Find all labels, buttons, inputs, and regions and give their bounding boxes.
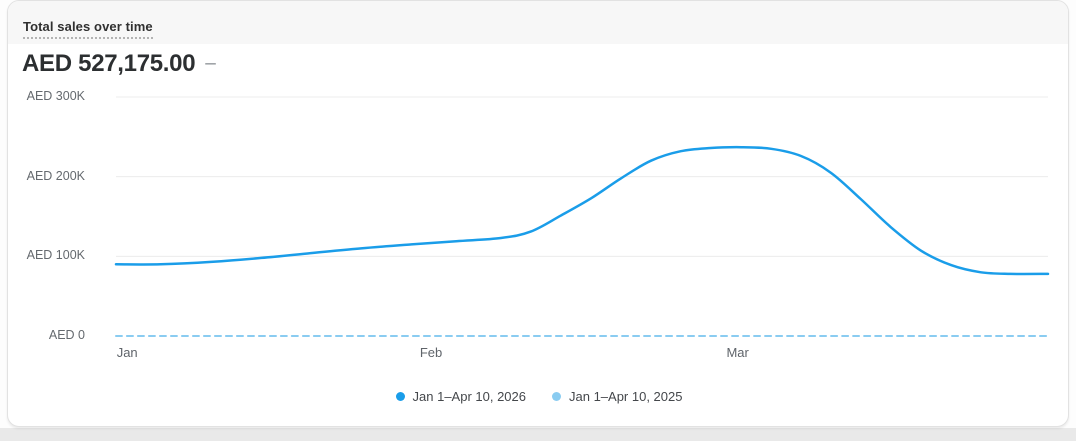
legend-item-2026[interactable]: Jan 1–Apr 10, 2026 bbox=[395, 389, 526, 404]
chart-legend: Jan 1–Apr 10, 2026 Jan 1–Apr 10, 2025 bbox=[8, 389, 1070, 404]
legend-label-2026: Jan 1–Apr 10, 2026 bbox=[412, 389, 526, 404]
legend-dot-2025-icon bbox=[552, 392, 561, 401]
y-axis-label: AED 300K bbox=[26, 89, 85, 103]
x-axis-label: Jan bbox=[116, 345, 138, 360]
page-background-strip bbox=[0, 428, 1076, 441]
y-axis-label: AED 0 bbox=[48, 328, 85, 342]
total-sales-value: AED 527,175.00 bbox=[22, 50, 196, 77]
card-header: Total sales over time bbox=[8, 1, 1068, 44]
change-indicator: – bbox=[205, 53, 216, 74]
metric-tab-total-sales[interactable]: Total sales over time bbox=[23, 19, 153, 39]
metric-tab-label: Total sales over time bbox=[23, 19, 153, 39]
legend-dot-2026-icon bbox=[395, 392, 405, 401]
value-row: AED 527,175.00 – bbox=[22, 50, 216, 78]
legend-item-2025[interactable]: Jan 1–Apr 10, 2025 bbox=[552, 389, 682, 404]
series-line-0[interactable] bbox=[114, 145, 1050, 276]
y-axis-label: AED 100K bbox=[26, 248, 85, 263]
x-axis-label: Mar bbox=[726, 345, 749, 360]
x-axis-label: Feb bbox=[419, 345, 443, 360]
legend-label-2025: Jan 1–Apr 10, 2025 bbox=[569, 389, 683, 404]
total-sales-card: Total sales over time AED 527,175.00 – A… bbox=[7, 0, 1069, 427]
y-axis-label: AED 200K bbox=[26, 168, 85, 183]
